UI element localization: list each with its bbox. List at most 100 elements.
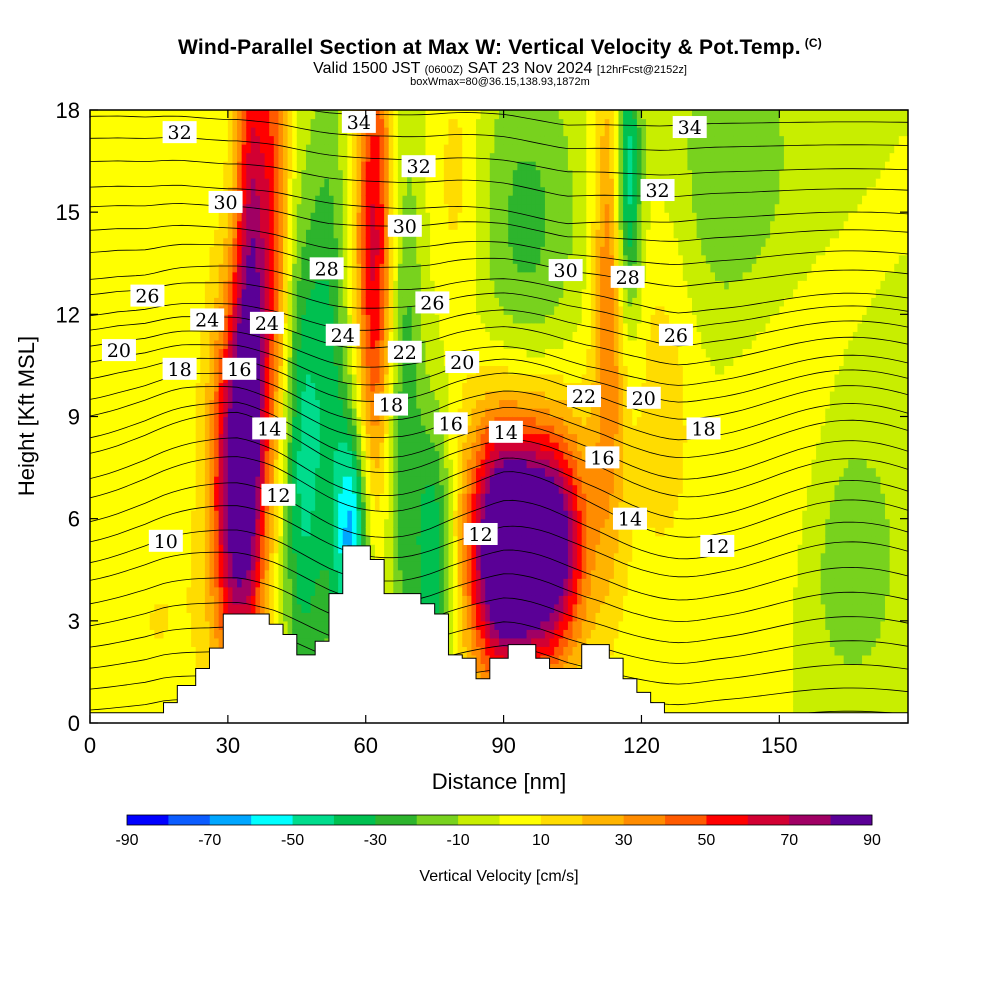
velocity-cell [287,110,293,120]
velocity-cell [324,280,330,290]
velocity-cell [283,288,289,298]
velocity-cell [365,484,371,494]
velocity-cell [186,399,192,409]
velocity-cell [292,348,298,358]
velocity-cell [195,365,201,375]
velocity-cell [310,152,316,162]
velocity-cell [347,459,353,469]
velocity-cell [145,314,151,324]
velocity-cell [379,544,385,554]
velocity-cell [223,169,229,179]
velocity-cell [397,280,404,290]
velocity-cell [287,195,293,205]
velocity-cell [232,450,238,460]
velocity-cell [296,195,302,205]
velocity-cell [227,178,234,188]
velocity-cell [131,152,137,162]
velocity-cell [315,322,321,332]
velocity-cell [237,322,243,332]
velocity-cell [122,161,128,171]
velocity-cell [315,365,321,375]
velocity-cell [269,467,275,477]
velocity-cell [273,339,280,349]
velocity-cell [388,254,394,264]
velocity-cell [191,433,197,443]
velocity-cell [338,510,344,520]
velocity-cell [181,331,188,341]
velocity-cell [283,305,289,315]
velocity-cell [333,314,339,324]
velocity-cell [250,442,257,452]
velocity-cell [209,127,215,137]
velocity-cell [250,331,257,341]
velocity-cell [131,382,137,392]
velocity-cell [126,569,132,579]
velocity-cell [292,569,298,579]
velocity-cell [374,271,381,281]
velocity-cell [324,229,330,239]
velocity-cell [131,442,137,452]
velocity-cell [168,569,174,579]
velocity-cell [99,118,105,128]
velocity-cell [287,348,293,358]
velocity-cell [301,118,307,128]
velocity-cell [140,195,146,205]
velocity-cell [186,263,192,273]
velocity-cell [269,263,275,273]
velocity-cell [342,442,348,452]
velocity-cell [214,629,220,639]
velocity-cell [305,595,312,605]
velocity-cell [273,356,280,367]
velocity-cell [204,459,211,469]
velocity-cell [273,399,280,409]
velocity-cell [126,629,132,639]
velocity-cell [310,382,316,392]
velocity-cell [94,110,100,120]
velocity-cell [402,586,408,596]
velocity-cell [99,110,105,120]
velocity-cell [186,467,192,477]
velocity-cell [195,288,201,298]
velocity-cell [140,646,146,656]
velocity-cell [397,510,404,520]
velocity-cell [315,586,321,596]
velocity-cell [324,620,330,630]
velocity-cell [264,297,270,307]
velocity-cell [99,263,105,273]
velocity-cell [122,476,128,486]
velocity-cell [393,535,399,545]
velocity-cell [94,178,100,188]
velocity-cell [103,254,109,264]
velocity-cell [361,518,367,528]
velocity-cell [273,603,280,613]
velocity-cell [296,629,302,639]
velocity-cell [94,527,100,537]
velocity-cell [103,288,109,298]
velocity-cell [260,288,266,298]
velocity-cell [135,425,142,435]
velocity-cell [158,178,165,188]
velocity-cell [301,297,307,307]
velocity-cell [388,527,394,537]
velocity-cell [338,450,344,460]
velocity-cell [191,501,197,511]
velocity-cell [296,186,302,196]
velocity-cell [126,595,132,605]
velocity-cell [195,331,201,341]
velocity-cell [90,280,96,290]
velocity-cell [338,246,344,256]
velocity-cell [264,263,270,273]
velocity-cell [90,339,96,349]
velocity-cell [163,595,169,605]
velocity-cell [264,135,270,145]
velocity-cell [333,382,339,392]
velocity-cell [149,654,155,664]
velocity-cell [237,603,243,613]
velocity-cell [200,459,206,469]
velocity-cell [328,442,335,452]
velocity-cell [246,178,252,188]
velocity-cell [384,254,390,264]
velocity-cell [181,390,188,401]
velocity-cell [94,680,100,690]
velocity-cell [305,620,312,630]
